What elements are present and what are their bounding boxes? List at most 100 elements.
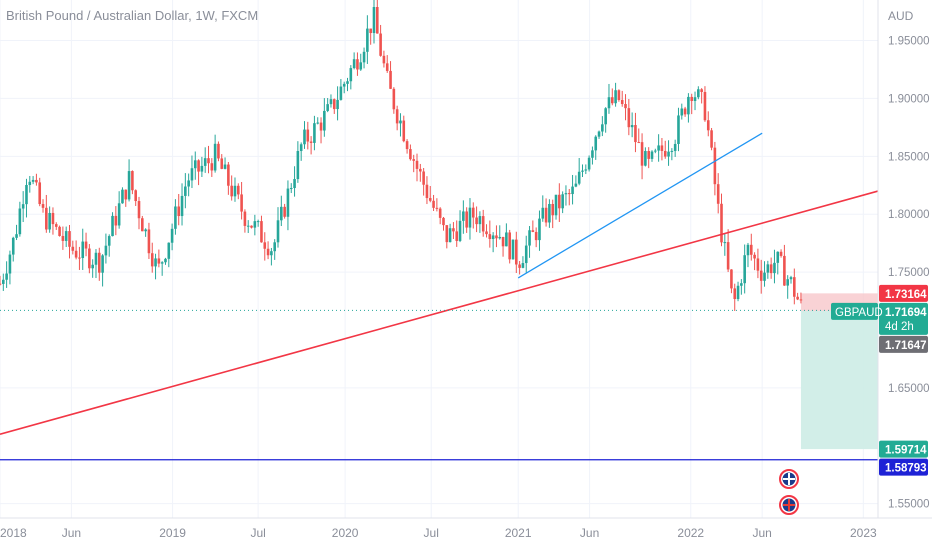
- candle: [392, 87, 396, 114]
- candle: [749, 233, 753, 261]
- candle-body: [84, 241, 88, 249]
- candle-body: [442, 217, 445, 226]
- candle: [81, 228, 85, 270]
- y-tick-label: 1.95000: [888, 36, 930, 48]
- candle: [594, 135, 598, 160]
- candle-body: [462, 211, 465, 221]
- candle: [236, 183, 240, 200]
- candle-body: [273, 242, 277, 252]
- y-tick-label: 1.80000: [888, 209, 930, 221]
- candle: [223, 157, 227, 170]
- candle-body: [303, 129, 306, 145]
- candle-body: [323, 110, 326, 131]
- blue-trendline: [517, 132, 763, 279]
- candle: [233, 177, 237, 202]
- candle: [488, 220, 492, 248]
- candle-body: [243, 211, 247, 226]
- candle: [339, 79, 343, 101]
- candle: [690, 93, 694, 115]
- candle-body: [104, 245, 108, 256]
- candle: [154, 253, 157, 280]
- x-tick-label: 2022: [677, 526, 704, 540]
- candle: [584, 164, 588, 175]
- candle: [346, 77, 349, 92]
- candle: [428, 186, 432, 203]
- candle: [548, 199, 551, 228]
- candle-body: [293, 179, 296, 189]
- candle: [432, 194, 435, 211]
- candle-body: [505, 232, 508, 247]
- candle: [634, 112, 637, 153]
- candle-body: [667, 151, 670, 157]
- candle-body: [541, 207, 545, 219]
- grid: [0, 0, 878, 518]
- candle-body: [558, 194, 561, 209]
- candle-body: [773, 262, 776, 274]
- candle-body: [0, 283, 2, 285]
- candle-body: [137, 201, 141, 219]
- candle-body: [706, 120, 710, 131]
- candle: [356, 52, 359, 76]
- candle-body: [415, 160, 419, 169]
- candle: [650, 150, 654, 162]
- candle-body: [746, 244, 750, 256]
- candle: [697, 86, 700, 100]
- candle-body: [428, 198, 432, 201]
- candle-body: [736, 285, 740, 300]
- candle: [150, 242, 154, 273]
- candle: [743, 244, 746, 294]
- candle-body: [289, 188, 293, 190]
- candle-body: [551, 203, 555, 216]
- candle-body: [319, 122, 323, 131]
- candle: [379, 24, 382, 57]
- price-tag-value: 1.59714: [885, 445, 927, 457]
- candle: [399, 113, 402, 137]
- candle: [759, 259, 763, 294]
- candle-body: [763, 272, 766, 281]
- candle-body: [352, 59, 356, 69]
- candle: [54, 222, 58, 230]
- candle-body: [468, 207, 472, 228]
- candle-body: [197, 160, 200, 172]
- candle: [45, 194, 48, 233]
- candle-body: [690, 96, 694, 101]
- candle-body: [786, 279, 789, 286]
- candle-body: [203, 158, 207, 166]
- candle: [352, 52, 356, 70]
- candle-body: [236, 185, 240, 195]
- candle-body: [491, 235, 495, 240]
- candle-body: [571, 186, 574, 195]
- candle: [746, 242, 750, 268]
- candle-body: [783, 255, 786, 286]
- candle: [587, 155, 591, 172]
- price-tag-stop: 1.73164: [879, 284, 928, 302]
- candle-body: [51, 212, 55, 225]
- candle-body: [508, 232, 511, 260]
- candle: [121, 187, 124, 204]
- candle-body: [647, 151, 650, 159]
- candle-body: [286, 188, 290, 217]
- candle: [203, 147, 207, 173]
- candle: [766, 260, 770, 279]
- candle-body: [147, 229, 151, 254]
- x-tick-label: Jul: [250, 526, 265, 540]
- candle-body: [554, 194, 558, 216]
- candle-body: [409, 149, 412, 160]
- candle-body: [48, 212, 51, 230]
- candle: [293, 166, 296, 197]
- candle-body: [362, 51, 366, 63]
- candle: [511, 239, 515, 260]
- candle-body: [710, 130, 713, 148]
- uk-flag-icon: [779, 495, 799, 515]
- candle-body: [240, 194, 243, 212]
- candle: [544, 198, 548, 227]
- candle-body: [756, 258, 760, 271]
- candle: [561, 191, 564, 214]
- candle-body: [465, 211, 468, 228]
- candle: [640, 133, 644, 180]
- candle-body: [316, 122, 320, 124]
- candle: [710, 127, 713, 151]
- candle: [501, 236, 505, 257]
